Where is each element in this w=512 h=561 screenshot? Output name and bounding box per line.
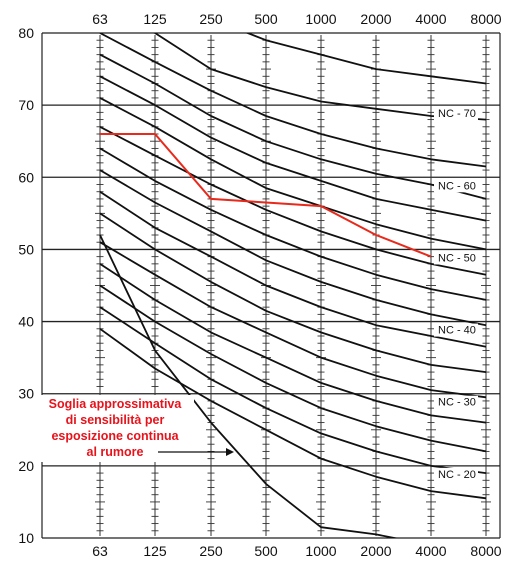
threshold-annotation: Soglia approssimativa di sensibilità per…	[36, 395, 234, 462]
nc-label: NC - 20	[438, 469, 476, 481]
nc-label-bg	[434, 323, 478, 337]
nc-curve-2	[153, 33, 487, 121]
x-axis-bottom-labels: 63 125 250 500 1000 2000 4000 8000	[92, 543, 502, 559]
x-tick-bottom-63: 63	[92, 543, 108, 559]
nc-curve-8	[99, 147, 487, 301]
nc-label-bg	[434, 251, 478, 265]
nc-label-bg	[434, 467, 478, 481]
nc-label: NC - 30	[438, 397, 476, 409]
nc-curve-4	[99, 53, 487, 200]
x-tick-top-1000: 1000	[305, 11, 336, 27]
annotation-arrow-head	[226, 448, 234, 456]
nc-curve-3	[99, 33, 487, 168]
nc-curves	[99, 33, 487, 538]
annotation-background	[36, 395, 194, 462]
y-tick-10: 10	[18, 530, 34, 546]
nc-curve-6	[99, 97, 487, 251]
x-tick-bottom-500: 500	[254, 543, 278, 559]
nc-label-bg	[434, 395, 478, 409]
nc-curve-11	[99, 212, 487, 373]
x-tick-bottom-1000: 1000	[305, 543, 336, 559]
highlight-series	[100, 133, 432, 258]
nc-curve-labels: NC - 70 NC - 60 NC - 50 NC - 40 NC - 30 NC - …	[434, 107, 478, 481]
nc-label: NC - 40	[438, 325, 476, 337]
nc-curve-1	[245, 33, 487, 85]
nc-label: NC - 60	[438, 180, 476, 192]
x-tick-bottom-2000: 2000	[360, 543, 391, 559]
annotation-line-1: Soglia approssimativa	[49, 397, 183, 411]
nc-curve-14	[99, 284, 487, 453]
x-tick-top-250: 250	[199, 11, 223, 27]
nc-label-bg	[434, 179, 478, 193]
nc-label: NC - 70	[438, 108, 476, 120]
x-tick-top-8000: 8000	[470, 11, 501, 27]
y-tick-20: 20	[18, 458, 34, 474]
nc-curve-13	[99, 263, 487, 424]
annotation-line-2: di sensibilità per	[66, 413, 165, 427]
y-tick-50: 50	[18, 241, 34, 257]
y-axis-labels: 80 70 60 50 40 30 20 10	[18, 25, 34, 546]
x-tick-top-500: 500	[254, 11, 278, 27]
nc-curve-12	[99, 241, 487, 399]
nc-curve-15	[99, 306, 487, 474]
freq-column-ticks-2000	[371, 39, 381, 532]
y-tick-40: 40	[18, 314, 34, 330]
y-tick-80: 80	[18, 25, 34, 41]
highlight-line	[100, 133, 432, 258]
nc-label-bg	[434, 107, 478, 121]
x-tick-top-4000: 4000	[415, 11, 446, 27]
x-tick-bottom-8000: 8000	[470, 543, 501, 559]
nc-curve-7	[99, 126, 487, 276]
nc-curve-10	[99, 190, 487, 348]
y-tick-70: 70	[18, 97, 34, 113]
nc-curve-5	[99, 75, 487, 222]
annotation-line-4: al rumore	[87, 445, 144, 459]
x-tick-bottom-250: 250	[199, 543, 223, 559]
nc-curve-9	[99, 169, 487, 327]
x-axis-top-labels: 63 125 250 500 1000 2000 4000 8000	[92, 11, 502, 27]
nc-label: NC - 50	[438, 252, 476, 264]
nc-curve-16	[99, 328, 487, 500]
x-tick-top-125: 125	[143, 11, 167, 27]
y-tick-30: 30	[18, 386, 34, 402]
x-tick-bottom-4000: 4000	[415, 543, 446, 559]
y-tick-60: 60	[18, 169, 34, 185]
grid-lines	[41, 32, 501, 539]
x-tick-top-2000: 2000	[360, 11, 391, 27]
annotation-line-3: esposizione continua	[51, 429, 179, 443]
nc-curve-17	[99, 234, 400, 538]
x-tick-bottom-125: 125	[143, 543, 167, 559]
x-tick-top-63: 63	[92, 11, 108, 27]
